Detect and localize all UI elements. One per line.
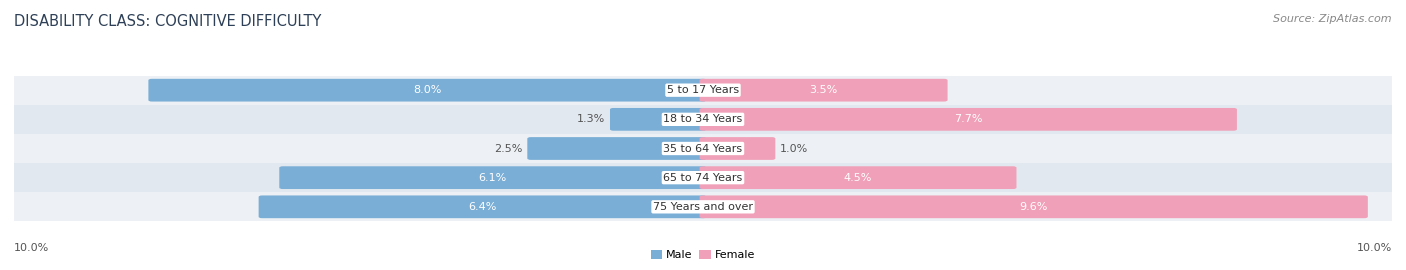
FancyBboxPatch shape (610, 108, 706, 131)
Text: 6.1%: 6.1% (479, 173, 508, 183)
FancyBboxPatch shape (259, 195, 706, 218)
Text: 1.0%: 1.0% (780, 143, 808, 154)
Bar (14, 76, 1392, 105)
Text: 8.0%: 8.0% (413, 85, 441, 95)
Bar (14, 105, 1392, 134)
Bar (14, 192, 1392, 221)
FancyBboxPatch shape (149, 79, 706, 102)
Text: Source: ZipAtlas.com: Source: ZipAtlas.com (1274, 14, 1392, 23)
Text: 35 to 64 Years: 35 to 64 Years (664, 143, 742, 154)
Text: 18 to 34 Years: 18 to 34 Years (664, 114, 742, 124)
Text: 4.5%: 4.5% (844, 173, 872, 183)
Bar (14, 134, 1392, 163)
FancyBboxPatch shape (700, 79, 948, 102)
Text: 1.3%: 1.3% (576, 114, 605, 124)
FancyBboxPatch shape (700, 137, 775, 160)
Legend: Male, Female: Male, Female (647, 245, 759, 264)
FancyBboxPatch shape (700, 108, 1237, 131)
FancyBboxPatch shape (527, 137, 706, 160)
FancyBboxPatch shape (700, 195, 1368, 218)
Text: 75 Years and over: 75 Years and over (652, 202, 754, 212)
Text: 3.5%: 3.5% (810, 85, 838, 95)
Text: 2.5%: 2.5% (494, 143, 523, 154)
Text: DISABILITY CLASS: COGNITIVE DIFFICULTY: DISABILITY CLASS: COGNITIVE DIFFICULTY (14, 14, 322, 29)
Text: 10.0%: 10.0% (1357, 243, 1392, 253)
Text: 6.4%: 6.4% (468, 202, 496, 212)
Text: 10.0%: 10.0% (14, 243, 49, 253)
Text: 9.6%: 9.6% (1019, 202, 1047, 212)
FancyBboxPatch shape (700, 166, 1017, 189)
Text: 7.7%: 7.7% (955, 114, 983, 124)
Text: 65 to 74 Years: 65 to 74 Years (664, 173, 742, 183)
Bar (14, 163, 1392, 192)
Text: 5 to 17 Years: 5 to 17 Years (666, 85, 740, 95)
FancyBboxPatch shape (280, 166, 706, 189)
